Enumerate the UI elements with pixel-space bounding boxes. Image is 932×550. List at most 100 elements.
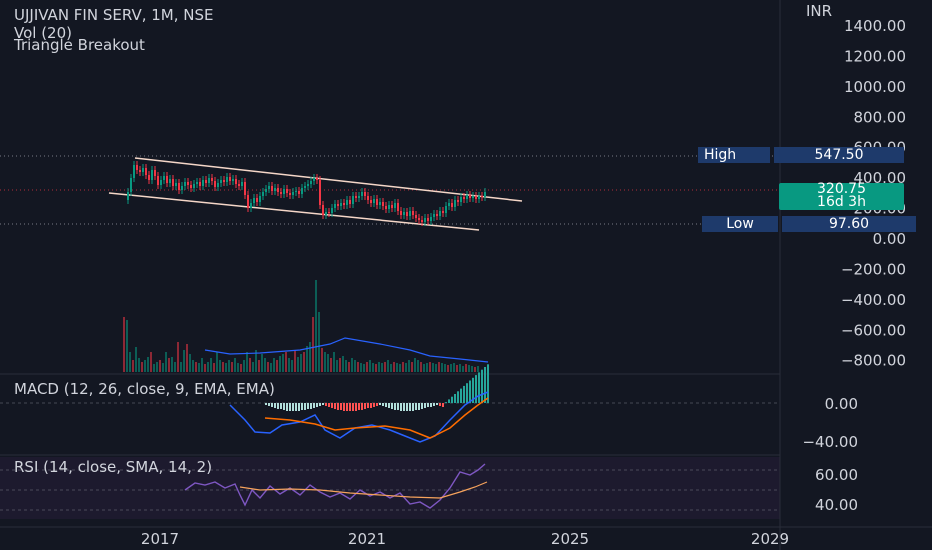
volume-bar — [405, 363, 407, 372]
volume-bar — [273, 358, 275, 372]
macd-hist-bar — [307, 403, 309, 409]
candle-body — [412, 211, 414, 215]
candle-body — [472, 196, 474, 198]
candle-body — [256, 198, 258, 202]
volume-bar — [129, 352, 131, 372]
macd-hist-bar — [289, 403, 291, 411]
volume-bar — [237, 363, 239, 372]
volume-bar — [201, 358, 203, 372]
volume-bar — [207, 362, 209, 372]
macd-hist-bar — [349, 403, 351, 411]
volume-bar — [165, 352, 167, 372]
candle-body — [226, 177, 228, 182]
rsi-ma-line — [239, 481, 488, 499]
bar-countdown: 16d 3h — [817, 194, 866, 210]
volume-bar — [474, 367, 476, 372]
candle-body — [310, 181, 312, 184]
price-axis-label: 0.00 — [873, 230, 906, 248]
macd-hist-bar — [466, 383, 468, 403]
volume-bar — [345, 360, 347, 372]
candle-body — [289, 193, 291, 195]
candle-body — [352, 196, 354, 204]
volume-bar — [291, 360, 293, 372]
volume-bar — [300, 354, 302, 372]
price-axis-label: −200.00 — [841, 260, 906, 278]
candle-body — [235, 179, 237, 184]
macd-hist-bar — [361, 403, 363, 410]
candle-body — [292, 192, 294, 195]
macd-hist-bar — [394, 403, 396, 410]
volume-bar — [423, 364, 425, 372]
candle-body — [229, 177, 231, 181]
candle-body — [304, 186, 306, 188]
macd-hist-bar — [313, 403, 315, 408]
macd-hist-bar — [439, 403, 441, 406]
candle-body — [262, 192, 264, 196]
volume-bar — [186, 344, 188, 372]
candle-body — [133, 165, 135, 178]
macd-hist-bar — [298, 403, 300, 411]
candle-body — [400, 211, 402, 215]
volume-legend: Vol (20) — [14, 24, 73, 42]
candle-body — [196, 182, 198, 184]
volume-bar — [408, 360, 410, 372]
candle-body — [214, 181, 216, 187]
candle-body — [394, 203, 396, 208]
volume-bar — [450, 364, 452, 372]
candle-body — [280, 192, 282, 194]
macd-hist-bar — [415, 403, 417, 410]
candle-body — [475, 196, 477, 199]
candle-body — [325, 212, 327, 215]
candle-body — [484, 192, 486, 197]
macd-hist-bar — [487, 364, 489, 403]
macd-hist-bar — [346, 403, 348, 411]
macd-hist-bar — [391, 403, 393, 409]
candle-body — [370, 200, 372, 203]
volume-bar — [402, 362, 404, 372]
macd-legend: MACD (12, 26, close, 9, EMA, EMA) — [14, 380, 275, 398]
macd-hist-bar — [382, 403, 384, 406]
volume-bar — [168, 358, 170, 372]
volume-bar — [219, 360, 221, 372]
macd-hist-bar — [334, 403, 336, 409]
volume-bar — [144, 360, 146, 372]
volume-bar — [339, 358, 341, 372]
candle-body — [307, 184, 309, 186]
candle-body — [139, 170, 141, 172]
volume-bar — [462, 366, 464, 372]
volume-bar — [228, 360, 230, 372]
volume-bar — [132, 360, 134, 372]
candle-body — [331, 208, 333, 213]
candle-body — [361, 192, 363, 196]
volume-group — [123, 280, 479, 372]
candle-body — [142, 168, 144, 172]
price-axis-label: −600.00 — [841, 321, 906, 339]
volume-bar — [141, 362, 143, 372]
volume-bar — [189, 354, 191, 372]
candle-body — [439, 211, 441, 216]
volume-bar — [420, 362, 422, 372]
macd-hist-bar — [280, 403, 282, 409]
candle-body — [301, 188, 303, 194]
macd-hist-bar — [421, 403, 423, 409]
candle-body — [403, 212, 405, 215]
macd-hist-bar — [448, 399, 450, 403]
macd-hist-bar — [388, 403, 390, 408]
candle-body — [181, 186, 183, 190]
volume-bar — [393, 362, 395, 372]
candle-body — [430, 217, 432, 221]
volume-bar — [261, 354, 263, 372]
candle-body — [193, 184, 195, 188]
volume-bar — [363, 364, 365, 372]
volume-bar — [438, 362, 440, 372]
candle-body — [391, 205, 393, 208]
candle-body — [283, 189, 285, 194]
candle-body — [211, 178, 213, 181]
macd-hist-bar — [475, 375, 477, 403]
candle-body — [463, 197, 465, 199]
candle-body — [184, 182, 186, 186]
candle-body — [241, 182, 243, 186]
macd-hist-bar — [316, 403, 318, 407]
volume-bar — [123, 317, 125, 372]
